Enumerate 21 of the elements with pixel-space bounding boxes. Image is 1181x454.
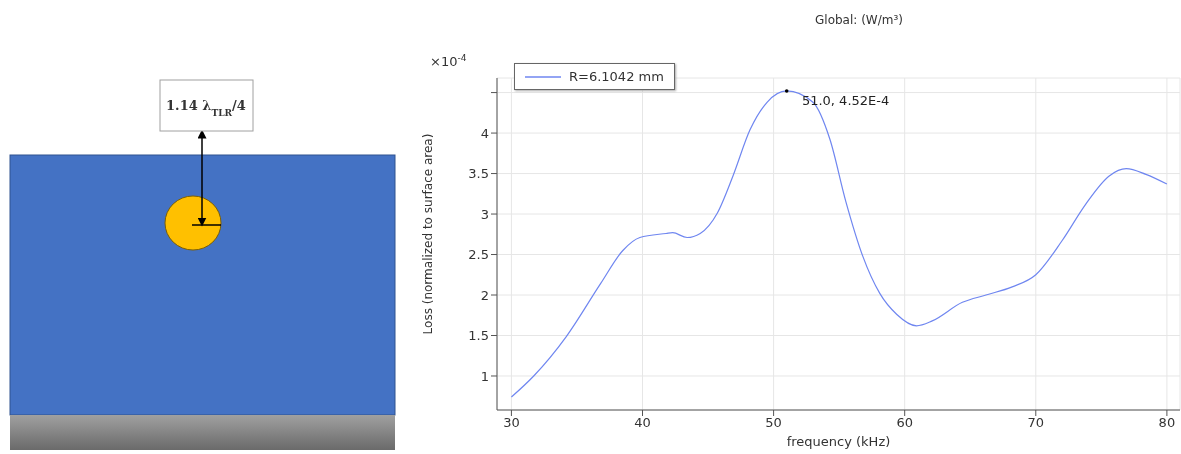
- line-series: [510, 90, 1168, 398]
- y-tick-label: 2: [480, 287, 489, 303]
- y-tick-label: 4: [480, 125, 489, 141]
- y-tick-label: 1.5: [468, 328, 489, 344]
- x-tick-label: 60: [896, 415, 913, 431]
- x-tick-label: 30: [503, 415, 520, 431]
- legend-label: R=6.1042 mm: [568, 69, 664, 84]
- annotation: 51.0, 4.52E-4: [801, 93, 890, 109]
- x-tick-label: 80: [1158, 415, 1176, 431]
- x-tick-label: 50: [765, 415, 782, 431]
- y-tick-label: 3.5: [468, 166, 489, 182]
- x-axis-title: frequency (kHz): [786, 434, 891, 449]
- chart-title: Global: (W/m³): [815, 13, 903, 27]
- x-tick-label: 70: [1027, 415, 1045, 431]
- text: 1.14 λ$_{TLR}$/4: [166, 98, 246, 118]
- x-tick-label: 40: [634, 415, 651, 431]
- y-tick-label: 1: [480, 368, 489, 384]
- text: ×10$^{-4}$: [430, 53, 467, 69]
- y-tick-label: 2.5: [468, 247, 489, 263]
- y-axis-title: Loss (normalized to surface area): [421, 133, 436, 335]
- y-tick-label: 3: [480, 206, 489, 222]
